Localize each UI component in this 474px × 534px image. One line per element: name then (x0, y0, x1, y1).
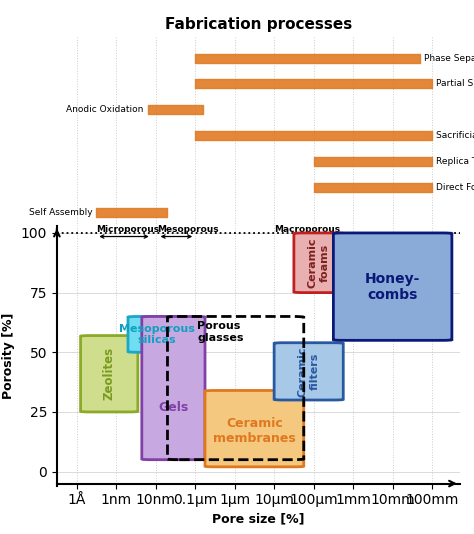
FancyBboxPatch shape (274, 343, 343, 400)
Text: Zeolites: Zeolites (103, 347, 116, 400)
Text: Replica Templates: Replica Templates (436, 157, 474, 166)
X-axis label: Pore size [%]: Pore size [%] (212, 513, 305, 526)
FancyBboxPatch shape (205, 390, 304, 467)
FancyBboxPatch shape (333, 233, 452, 340)
Text: Direct Foaming: Direct Foaming (436, 183, 474, 192)
FancyBboxPatch shape (294, 233, 343, 293)
Text: Microporous: Microporous (96, 225, 160, 234)
Text: Mesoporous
silicas: Mesoporous silicas (118, 324, 194, 345)
Text: Self Assembly: Self Assembly (29, 208, 92, 217)
Text: Ceramic
foams: Ceramic foams (308, 238, 329, 288)
Title: Fabrication processes: Fabrication processes (164, 17, 352, 32)
FancyBboxPatch shape (128, 317, 185, 352)
Text: Anodic Oxidation: Anodic Oxidation (66, 105, 144, 114)
Text: Ceramic
filters: Ceramic filters (298, 346, 319, 397)
Text: Honey-
combs: Honey- combs (365, 272, 420, 302)
FancyBboxPatch shape (142, 317, 205, 460)
Text: Partial Sintering: Partial Sintering (436, 80, 474, 88)
Text: Sacrificial Templates: Sacrificial Templates (436, 131, 474, 140)
Text: Phase Separation: Phase Separation (424, 53, 474, 62)
Text: Porous
glasses: Porous glasses (197, 321, 244, 343)
Text: Macroporous: Macroporous (274, 225, 340, 234)
Text: Gels: Gels (158, 400, 189, 414)
Text: Ceramic
membranes: Ceramic membranes (213, 417, 296, 445)
FancyBboxPatch shape (81, 335, 138, 412)
Y-axis label: Porosity [%]: Porosity [%] (2, 313, 15, 399)
Text: Mesoporous: Mesoporous (157, 225, 219, 234)
